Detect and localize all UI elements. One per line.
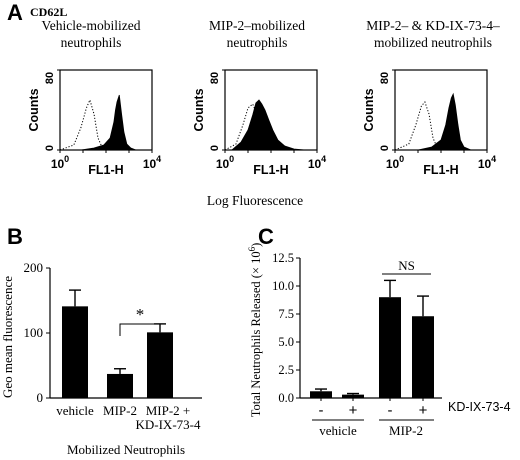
histogram-1-xlabel: FL1-H: [88, 163, 123, 177]
panel-c-bar: [379, 297, 401, 398]
histogram-2-ytick-label-bottom: 0: [209, 145, 221, 151]
histogram-3-xtick-label-min: 100: [386, 154, 404, 171]
panel-b-ylabel: Geo mean fluorescence: [0, 276, 15, 398]
panel-b-xlabel: Mobilized Neutrophils: [67, 442, 185, 457]
panel-b-letter: B: [7, 224, 23, 249]
panel-b-category-label: MIP-2: [103, 403, 137, 418]
histogram-2-ytick-label-top: 80: [209, 72, 221, 84]
histogram-3-filled-histogram: [417, 92, 472, 151]
histogram-1-ylabel: Counts: [27, 88, 41, 131]
panel-c-category-label: -: [319, 402, 324, 419]
histogram-1-ytick-label-bottom: 0: [44, 145, 56, 151]
panel-c-ytick-label: 2.5: [278, 363, 294, 377]
panel-c-category-label: +: [349, 402, 358, 419]
histogram-1-ytick-label-top: 80: [44, 72, 56, 84]
panel-c-bar: [412, 316, 434, 398]
panel-c-ytick-label: 10.0: [272, 279, 294, 293]
panel-b-category-label: MIP-2 +: [146, 403, 191, 418]
histogram-1-title-line-1: Vehicle-mobilized: [41, 18, 141, 33]
panel-b-bar: [147, 332, 173, 398]
panel-a-marker: CD62L: [30, 5, 68, 19]
panel-c-ytick-label: 12.5: [272, 251, 294, 265]
panel-c-significance-label: NS: [398, 258, 415, 273]
histogram-3-xtick-label-max: 104: [478, 154, 496, 171]
panel-b-category-label: KD-IX-73-4: [136, 417, 201, 432]
panel-a-letter: A: [7, 0, 23, 25]
histogram-1-xtick-label-min: 100: [51, 154, 69, 171]
histogram-2-title-line-1: MIP-2–mobilized: [209, 18, 305, 33]
panel-c-letter: C: [258, 224, 274, 249]
panel-c-ytick-label: 0.0: [278, 391, 294, 405]
panel-b-bar: [62, 306, 88, 398]
panel-a-xlabel: Log Fluorescence: [206, 193, 304, 208]
histogram-3-frame: [394, 69, 488, 151]
histogram-2-ylabel: Counts: [192, 88, 206, 131]
histogram-1-frame: [59, 69, 153, 151]
panel-b-ytick-label: 100: [24, 325, 44, 340]
histogram-3-ylabel: Counts: [362, 88, 376, 131]
histogram-2-xtick-label-min: 100: [216, 154, 234, 171]
panel-b-significance-label: *: [136, 305, 145, 324]
panel-b-bar: [107, 373, 133, 398]
histogram-3-dotted-histogram: [394, 101, 443, 151]
panel-c-ylabel: Total Neutrophils Released (× 106): [247, 243, 263, 418]
histogram-3-xlabel: FL1-H: [423, 163, 458, 177]
histogram-3-title-line-1: MIP-2– & KD-IX-73-4–: [366, 18, 500, 33]
panel-c-bar: [310, 391, 332, 398]
histogram-2-xtick-label-max: 104: [308, 154, 326, 171]
panel-c-category-label: -: [388, 402, 393, 419]
histogram-1-dotted-histogram: [59, 98, 108, 151]
panel-c-group-label-vehicle: vehicle: [319, 423, 357, 438]
panel-b-ytick-label: 0: [37, 390, 44, 405]
panel-c-row-label: KD-IX-73-4: [448, 400, 511, 414]
histogram-2-filled-histogram: [230, 99, 306, 151]
panel-c-group-label-mip2: MIP-2: [389, 423, 423, 438]
histogram-3-ytick-label-bottom: 0: [379, 145, 391, 151]
panel-c-bar: [342, 394, 364, 398]
histogram-3-ytick-label-top: 80: [379, 72, 391, 84]
histogram-2-xlabel: FL1-H: [253, 163, 288, 177]
histogram-3-title-line-2: mobilized neutrophils: [373, 35, 493, 50]
panel-c-ytick-label: 7.5: [278, 307, 294, 321]
panel-b-ytick-label: 200: [24, 260, 44, 275]
histogram-2-title-line-2: neutrophils: [226, 35, 288, 50]
histogram-1-title-line-2: neutrophils: [60, 35, 122, 50]
histogram-1-filled-histogram: [80, 94, 137, 151]
histogram-1-xtick-label-max: 104: [143, 154, 161, 171]
panel-b-category-label: vehicle: [56, 403, 94, 418]
panel-c-ytick-label: 5.0: [278, 335, 294, 349]
histogram-2-title: MIP-2–mobilized neutrophils: [178, 17, 336, 51]
histogram-1-title: Vehicle-mobilized neutrophils: [12, 17, 170, 51]
histogram-3-title: MIP-2– & KD-IX-73-4– mobilized neutrophi…: [346, 17, 520, 51]
panel-c-category-label: +: [419, 402, 428, 419]
panel-b-significance-bracket: [119, 323, 161, 336]
